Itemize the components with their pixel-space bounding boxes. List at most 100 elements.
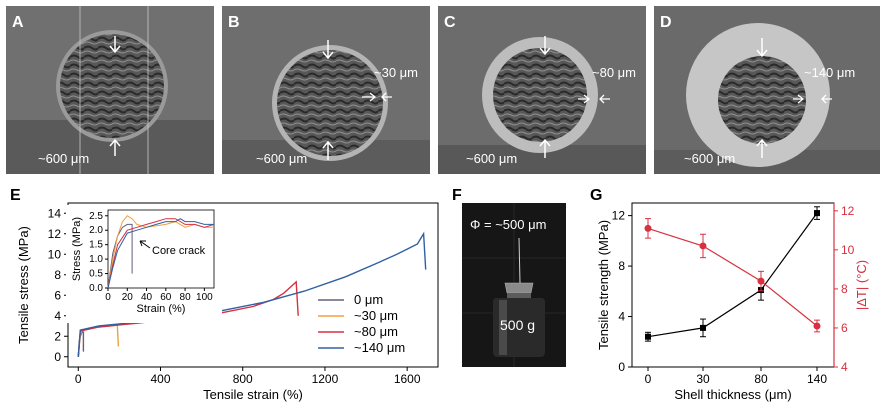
inset-x-tick-label: 100 <box>196 292 213 303</box>
x-tick-label: 1600 <box>394 372 421 386</box>
inset-series-line <box>107 218 214 289</box>
fiber-diameter: Φ = ~500 μm <box>470 217 546 232</box>
series-line <box>77 280 299 357</box>
inset-y-tick-label: 0.0 <box>89 283 103 294</box>
inset-y-tick-label: 1.0 <box>89 254 103 265</box>
x-tick-label: 80 <box>754 372 768 386</box>
data-point <box>645 333 651 340</box>
panel-c-shell: ~80 μm <box>592 65 636 80</box>
x-tick-label: 0 <box>645 372 652 386</box>
y-tick-label: 12 <box>612 209 626 223</box>
panel-c-diameter: ~600 μm <box>466 151 517 166</box>
y-tick-label: 0 <box>618 360 625 374</box>
x-tick-label: 1200 <box>312 372 339 386</box>
x-tick-label: 400 <box>150 372 170 386</box>
panel-g-label: G <box>590 187 602 204</box>
panel-f: Φ = ~500 μm 500 g <box>462 203 566 367</box>
inset-series-line <box>107 218 215 289</box>
y-tick-label: 4 <box>618 310 625 324</box>
right-y-tick-label: 6 <box>841 321 848 335</box>
right-y-tick-label: 10 <box>841 243 855 257</box>
legend-entry: ~30 μm <box>354 308 398 323</box>
series-line <box>77 231 427 357</box>
panel-a: A ~600 μm <box>6 6 214 174</box>
arrow-left-icon <box>821 94 832 104</box>
data-point <box>644 224 652 232</box>
x-tick-label: 140 <box>807 372 827 386</box>
panel-c: C ~80 μm ~600 μm <box>438 6 646 174</box>
inset-x-tick-label: 40 <box>141 292 153 303</box>
y-tick-label: 12 <box>48 227 62 241</box>
right-y-tick-label: 4 <box>841 360 848 374</box>
panel-f-label: F <box>452 187 462 204</box>
y-tick-label: 6 <box>54 288 61 302</box>
inset-y-tick-label: 1.5 <box>89 240 103 251</box>
inset-y-axis-label: Stress (MPa) <box>71 217 83 281</box>
arrow-right-icon <box>362 92 377 102</box>
x-tick-label: 30 <box>696 372 710 386</box>
arrow-left-icon <box>599 94 610 104</box>
arrow-down-icon <box>756 38 768 58</box>
right-y-tick-label: 8 <box>841 282 848 296</box>
right-y-axis-label: |ΔT| (°C) <box>854 260 869 310</box>
arrow-up-icon <box>322 140 334 160</box>
y-tick-label: 8 <box>618 259 625 273</box>
panel-d-diameter: ~600 μm <box>684 151 735 166</box>
strength-chart: 0 30 80 140 0 4 8 12 4 6 8 10 12 Shell thickness (μm)… <box>596 202 869 402</box>
data-point <box>814 210 820 217</box>
inset-y-tick-label: 2.5 <box>89 211 103 222</box>
data-point <box>699 242 707 250</box>
data-point <box>700 324 706 331</box>
x-axis-label: Shell thickness (μm) <box>674 387 791 402</box>
series-line <box>647 227 818 327</box>
panel-c-label: C <box>444 14 456 31</box>
data-point <box>757 277 765 285</box>
y-tick-label: 10 <box>48 247 62 261</box>
y-tick-label: 0 <box>54 350 61 364</box>
arrow-up-icon <box>539 138 551 158</box>
panel-b-diameter: ~600 μm <box>256 151 307 166</box>
arrow-up-icon <box>109 138 121 156</box>
legend-entry: ~140 μm <box>354 340 405 355</box>
arrow-down-icon <box>109 36 121 54</box>
y-tick-label: 4 <box>54 309 61 323</box>
inset-x-tick-label: 0 <box>105 292 111 303</box>
y-tick-label: 8 <box>54 268 61 282</box>
inset-x-tick-label: 80 <box>180 292 192 303</box>
weight-label: 500 g <box>500 317 535 333</box>
inset-x-axis-label: Strain (%) <box>137 303 186 315</box>
panel-b: B ~30 μm ~600 μm <box>222 6 430 174</box>
plot-frame <box>631 202 835 368</box>
arrow-down-icon <box>322 40 334 60</box>
data-point <box>813 322 821 330</box>
arrow-down-icon <box>539 36 551 56</box>
series-line <box>647 212 818 338</box>
arrow-right-icon <box>793 94 805 104</box>
panel-d: D ~140 μm ~600 μm <box>654 6 880 174</box>
panel-a-diameter: ~600 μm <box>38 151 89 166</box>
panel-e-label: E <box>10 187 21 204</box>
legend-entry: ~80 μm <box>354 324 398 339</box>
arrow-icon <box>139 240 151 249</box>
inset-series-line <box>107 223 133 289</box>
x-tick-label: 800 <box>233 372 253 386</box>
x-tick-label: 0 <box>75 372 82 386</box>
core-crack-annotation: Core crack <box>152 245 206 257</box>
x-axis-label: Tensile strain (%) <box>203 387 303 402</box>
arrow-left-icon <box>381 92 392 102</box>
y-tick-label: 14 <box>48 206 62 220</box>
inset-x-tick-label: 60 <box>160 292 172 303</box>
inset-frame <box>107 209 215 289</box>
legend-entry: 0 μm <box>354 292 383 307</box>
arrow-up-icon <box>756 138 768 158</box>
panel-b-shell: ~30 μm <box>374 65 418 80</box>
inset-x-tick-label: 20 <box>122 292 134 303</box>
inset-y-tick-label: 0.5 <box>89 269 103 280</box>
arrow-right-icon <box>578 94 591 104</box>
inset-y-tick-label: 2.0 <box>89 225 103 236</box>
y-axis-label: Tensile strength (MPa) <box>596 220 611 350</box>
y-axis-label: Tensile stress (MPa) <box>16 226 31 344</box>
panel-d-shell: ~140 μm <box>804 65 855 80</box>
